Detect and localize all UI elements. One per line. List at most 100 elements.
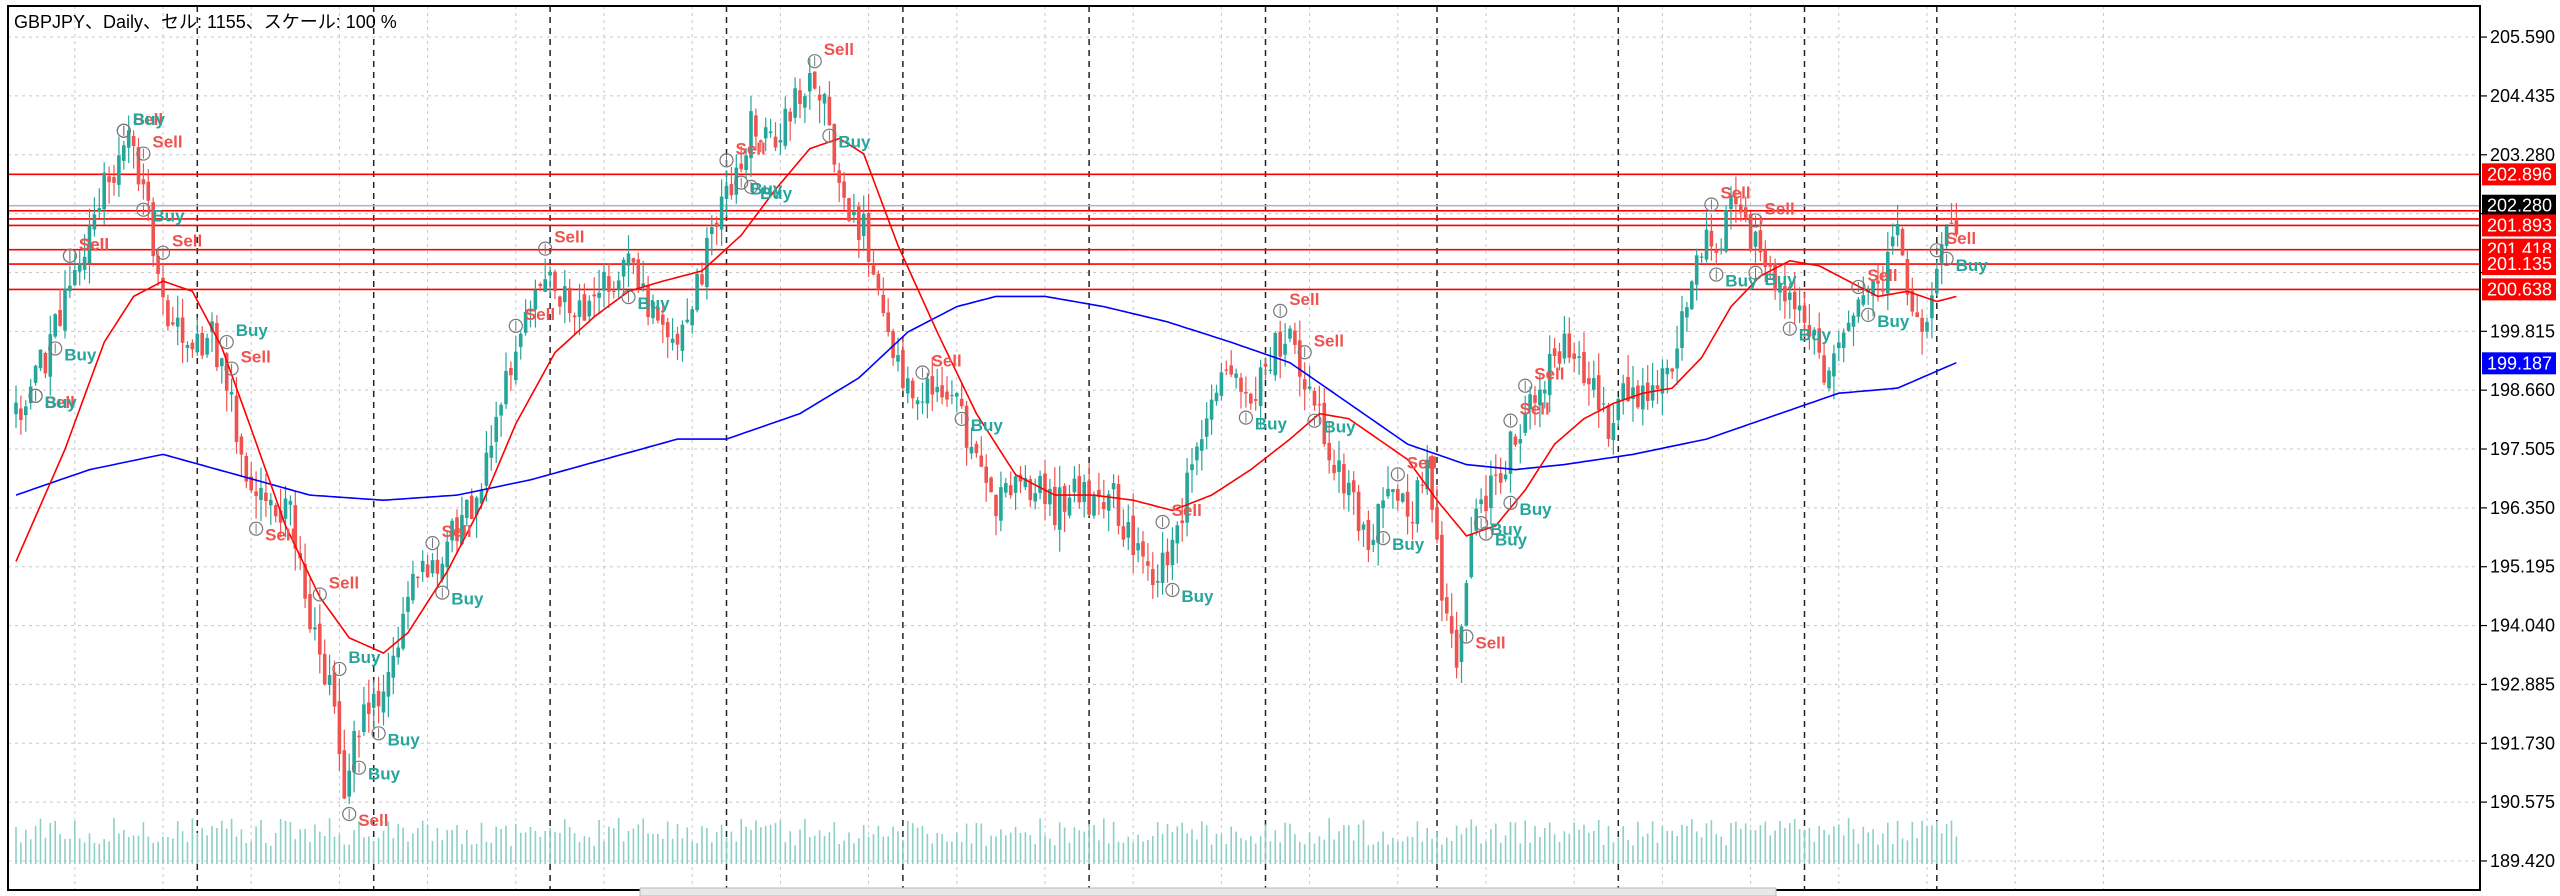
volume-bar: [319, 831, 321, 864]
volume-bar: [49, 822, 52, 864]
candle-body: [984, 466, 988, 483]
candle-body: [1288, 328, 1292, 339]
volume-bar: [794, 845, 796, 864]
volume-bar: [1720, 836, 1722, 864]
volume-bar: [1387, 844, 1389, 864]
volume-bar: [916, 827, 919, 864]
candle-body: [1753, 231, 1758, 247]
price-tag-label: 202.280: [2487, 196, 2552, 216]
signal-marker: [351, 760, 367, 775]
candle: [1944, 224, 1949, 249]
candle: [1396, 484, 1400, 511]
candle: [999, 471, 1003, 532]
candle-body: [455, 517, 459, 542]
candle-body: [1533, 395, 1537, 403]
candle-body: [1224, 369, 1229, 371]
candle-body: [886, 312, 890, 333]
candle-body: [1082, 481, 1086, 503]
signal-marker: [807, 54, 822, 69]
candle: [1146, 543, 1150, 581]
volume-bar: [642, 818, 644, 864]
candle: [1494, 454, 1498, 496]
candle-body: [852, 211, 856, 216]
buy-signal: Buy: [1375, 531, 1425, 554]
volume-bar: [662, 838, 664, 864]
candle-body: [773, 136, 778, 148]
volume-bar: [88, 833, 91, 864]
candle-body: [465, 499, 469, 518]
candle-body: [563, 286, 567, 303]
volume-bar: [1220, 834, 1223, 864]
candle: [1366, 510, 1371, 563]
candle: [327, 654, 332, 696]
volume-bar: [892, 826, 894, 864]
candle: [1562, 315, 1567, 364]
candle: [1846, 310, 1851, 332]
signal-label: Sell: [1407, 453, 1437, 472]
candle: [1670, 367, 1674, 379]
candle: [112, 165, 116, 196]
sell-signal: Sell: [312, 573, 359, 602]
candle-body: [1048, 488, 1052, 505]
volume-bar: [211, 826, 213, 864]
candle: [808, 58, 812, 110]
candle-body: [1165, 551, 1170, 566]
candle-body: [445, 541, 449, 568]
candle: [68, 265, 72, 299]
candle-body: [1905, 259, 1910, 295]
volume-bar: [1950, 820, 1953, 864]
volume-bar: [1171, 832, 1174, 864]
sell-signal: Sell: [508, 305, 555, 333]
candle: [602, 263, 606, 308]
candle-body: [342, 750, 347, 799]
volume-bar: [1632, 845, 1634, 864]
candle-body: [1856, 299, 1861, 317]
volume-bar: [1642, 836, 1644, 864]
candle: [1190, 448, 1194, 493]
candle-body: [1106, 494, 1111, 511]
candle: [1082, 474, 1086, 518]
candle-body: [1670, 368, 1674, 372]
candle-body: [1587, 378, 1591, 385]
candle-body: [1258, 367, 1263, 407]
price-axis[interactable]: 205.590 204.435 203.280 199.815 198.660 197.5…: [2480, 27, 2555, 871]
volume-bar: [1735, 821, 1737, 864]
candle-body: [783, 108, 788, 146]
volume-bar: [1882, 833, 1884, 864]
signal-label: Buy: [451, 590, 484, 609]
signal-marker: [822, 128, 837, 143]
candle-body: [518, 333, 523, 347]
candle: [1200, 419, 1204, 471]
candle: [1351, 471, 1356, 515]
volume-bar: [412, 833, 414, 864]
buy-signal: Buy: [1238, 410, 1288, 434]
volume-bar: [1352, 840, 1355, 864]
volume-bar: [377, 837, 380, 864]
signal-label: Buy: [348, 648, 381, 667]
candle-body: [1719, 248, 1723, 250]
candle: [269, 493, 273, 526]
candle: [861, 195, 866, 252]
candle: [558, 295, 562, 315]
candle-body: [871, 265, 876, 275]
candle-body: [1547, 353, 1552, 396]
volume-bar: [1245, 840, 1247, 864]
volume-bar: [245, 842, 248, 864]
price-tag-label: 201.893: [2487, 215, 2552, 235]
candle-body: [141, 179, 146, 185]
horizontal-scrollbar[interactable]: [639, 887, 1777, 896]
volume-bar: [470, 844, 473, 864]
candle: [871, 250, 876, 276]
volume-bar: [485, 841, 488, 864]
horizontal-levels[interactable]: [8, 173, 2480, 291]
candle-body: [1890, 236, 1895, 247]
candle-body: [1641, 385, 1645, 410]
volume-bar: [475, 843, 478, 864]
volume-bar: [1695, 831, 1698, 864]
volume-bar: [1201, 821, 1203, 864]
volume-bar: [1470, 819, 1473, 864]
candle: [935, 368, 939, 402]
candle: [744, 148, 748, 179]
volume-bar: [1450, 841, 1453, 864]
